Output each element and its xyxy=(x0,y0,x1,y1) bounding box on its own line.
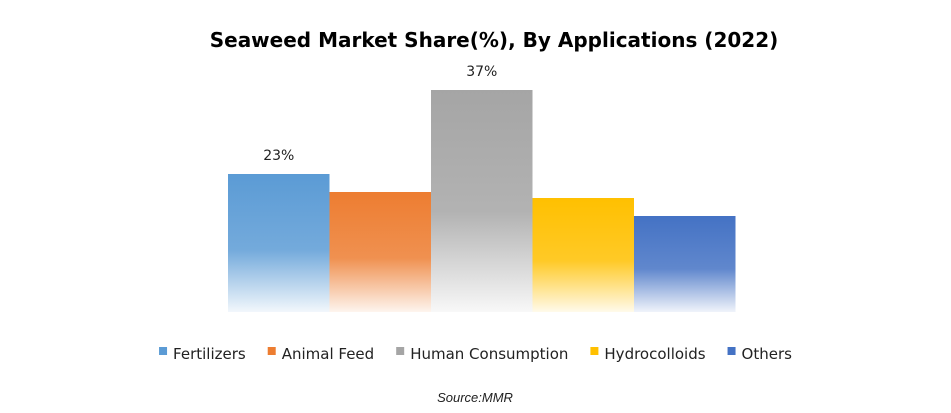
data-labels: 23% 37% xyxy=(263,64,497,164)
bar-others xyxy=(634,216,736,312)
legend-item-human-consumption: Human Consumption xyxy=(396,345,568,363)
legend-label-others: Others xyxy=(742,345,793,363)
bar-hydrocolloids xyxy=(532,198,634,312)
legend-label-human-consumption: Human Consumption xyxy=(410,345,568,363)
legend-label-hydrocolloids: Hydrocolloids xyxy=(604,345,705,363)
legend-swatch-others xyxy=(727,347,736,355)
legend-item-hydrocolloids: Hydrocolloids xyxy=(590,345,706,363)
data-label-human-consumption: 37% xyxy=(466,64,497,80)
legend-item-fertilizers: Fertilizers xyxy=(159,345,246,363)
legend-label-animal-feed: Animal Feed xyxy=(282,345,374,363)
chart-title: Seaweed Market Share(%), By Applications… xyxy=(210,28,779,52)
legend-item-animal-feed: Animal Feed xyxy=(267,345,374,363)
legend-swatch-hydrocolloids xyxy=(590,347,599,355)
legend-item-others: Others xyxy=(727,345,793,363)
bar-animal-feed xyxy=(329,192,431,312)
legend-swatch-human-consumption xyxy=(396,347,405,355)
legend-swatch-fertilizers xyxy=(159,347,168,355)
legend: Fertilizers Animal Feed Human Consumption H… xyxy=(159,345,792,363)
bar-human-consumption xyxy=(431,90,533,312)
source-note: Source:MMR xyxy=(437,390,513,405)
data-label-fertilizers: 23% xyxy=(263,148,294,164)
legend-swatch-animal-feed xyxy=(267,347,276,355)
bar-fertilizers xyxy=(228,174,330,312)
legend-label-fertilizers: Fertilizers xyxy=(173,345,246,363)
bars xyxy=(228,90,736,312)
